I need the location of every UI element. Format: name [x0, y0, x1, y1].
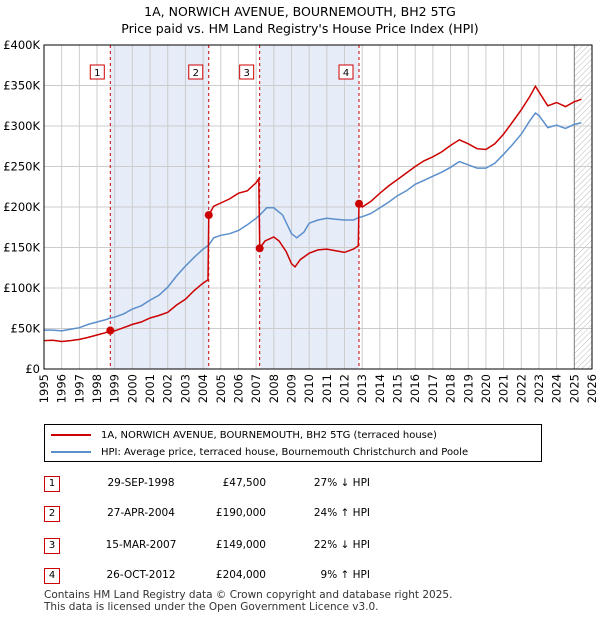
sale-hpi-diff: 27% ↓ HPI [313, 477, 370, 489]
sale-label-number: 4 [343, 68, 349, 79]
x-tick-label: 2019 [461, 374, 475, 403]
y-tick-label: £350K [3, 79, 40, 93]
sale-date: 15-MAR-2007 [105, 539, 177, 551]
sale-number-badge: 4 [44, 568, 60, 584]
sale-price: £190,000 [215, 507, 266, 519]
sale-date: 27-APR-2004 [107, 507, 175, 519]
sale-label-box [338, 64, 354, 80]
price-chart: £0 £50K £100K £150K £200K £250K £300K £350K £400… [3, 38, 599, 403]
x-tick-label: 2005 [214, 374, 228, 403]
chart-title: 1A, NORWICH AVENUE, BOURNEMOUTH, BH2 5TG [144, 4, 456, 19]
sale-row: 4 26-OCT-2012 £204,000 9% ↑ HPI [44, 566, 424, 586]
x-tick-label: 2017 [426, 374, 440, 403]
y-tick-label: £100K [3, 281, 40, 295]
sale-label-number: 1 [94, 68, 100, 79]
x-tick-label: 1999 [108, 374, 122, 403]
y-tick-label: £150K [3, 241, 40, 255]
x-tick-label: 2010 [302, 374, 316, 403]
x-tick-label: 2022 [514, 374, 528, 403]
sale-label-box [188, 64, 204, 80]
sale-row: 3 15-MAR-2007 £149,000 22% ↓ HPI [44, 536, 424, 556]
x-tick-label: 2025 [567, 374, 581, 403]
plot-frame [43, 44, 593, 370]
sale-hpi-diff: 9% ↑ HPI [320, 569, 370, 581]
sale-date: 26-OCT-2012 [106, 569, 176, 581]
footer-licence: This data is licensed under the Open Gov… [44, 601, 379, 613]
x-tick-label: 2014 [373, 374, 387, 403]
chart-subtitle: Price paid vs. HM Land Registry's House … [121, 21, 479, 36]
sale-label-number: 3 [243, 68, 249, 79]
sale-point [255, 244, 264, 253]
sale-price: £204,000 [215, 569, 266, 581]
y-tick-label: £200K [3, 200, 40, 214]
x-tick-label: 1998 [90, 374, 104, 403]
x-tick-label: 2000 [125, 374, 139, 403]
sale-price: £47,500 [222, 477, 266, 489]
legend-label-hpi: HPI: Average price, terraced house, Bour… [101, 446, 469, 458]
sale-number-badge: 1 [44, 476, 60, 492]
x-tick-label: 2016 [408, 374, 422, 403]
x-tick-label: 1995 [37, 374, 51, 403]
x-tick-label: 2024 [550, 374, 564, 403]
x-tick-label: 2018 [444, 374, 458, 403]
x-tick-label: 2008 [267, 374, 281, 403]
x-tick-label: 2011 [320, 374, 334, 403]
hpi-line [44, 111, 582, 332]
x-tick-label: 2012 [338, 374, 352, 403]
x-tick-label: 1996 [55, 374, 69, 403]
x-tick-label: 2020 [479, 374, 493, 403]
sale-label-number: 2 [193, 68, 199, 79]
x-tick-label: 2003 [178, 374, 192, 403]
y-tick-label: £300K [3, 119, 40, 133]
sale-date: 29-SEP-1998 [107, 477, 175, 489]
sale-price: £149,000 [215, 539, 266, 551]
legend-item-hpi: HPI: Average price, terraced house, Bour… [51, 444, 468, 460]
x-tick-label: 2021 [497, 374, 511, 403]
y-tick-label: £50K [11, 322, 41, 336]
sale-hpi-diff: 22% ↓ HPI [313, 539, 370, 551]
x-tick-label: 2009 [284, 374, 298, 403]
sale-row: 1 29-SEP-1998 £47,500 27% ↓ HPI [44, 474, 424, 494]
x-tick-label: 2023 [532, 374, 546, 403]
x-tick-label: 2015 [391, 374, 405, 403]
legend-label-property: 1A, NORWICH AVENUE, BOURNEMOUTH, BH2 5TG… [101, 429, 437, 441]
x-tick-label: 2007 [249, 374, 263, 403]
x-tick-label: 2006 [231, 374, 245, 403]
property-price-line [43, 84, 582, 343]
sale-point [204, 211, 213, 220]
x-tick-label: 2013 [355, 374, 369, 403]
legend-swatch-blue [51, 451, 91, 453]
footer: Contains HM Land Registry data © Crown c… [44, 589, 452, 613]
y-tick-label: £0 [25, 362, 40, 376]
x-tick-label: 2004 [196, 374, 210, 403]
y-tick-label: £250K [3, 160, 40, 174]
sale-label-box [239, 64, 255, 80]
sale-point [106, 326, 115, 335]
sale-row: 2 27-APR-2004 £190,000 24% ↑ HPI [44, 504, 424, 524]
y-tick-label: £400K [3, 38, 40, 52]
x-tick-label: 2002 [161, 374, 175, 403]
x-tick-label: 1997 [72, 374, 86, 403]
x-tick-label: 2026 [585, 374, 599, 403]
legend: 1A, NORWICH AVENUE, BOURNEMOUTH, BH2 5TG… [44, 424, 542, 462]
sale-number-badge: 2 [44, 506, 60, 522]
footer-copyright: Contains HM Land Registry data © Crown c… [44, 589, 453, 601]
sale-hpi-diff: 24% ↑ HPI [313, 507, 370, 519]
legend-item-property: 1A, NORWICH AVENUE, BOURNEMOUTH, BH2 5TG… [51, 427, 437, 443]
sale-label-box [89, 64, 105, 80]
legend-swatch-red [51, 434, 91, 436]
x-tick-label: 2001 [143, 374, 157, 403]
sale-point [355, 199, 364, 208]
sale-number-badge: 3 [44, 538, 60, 554]
